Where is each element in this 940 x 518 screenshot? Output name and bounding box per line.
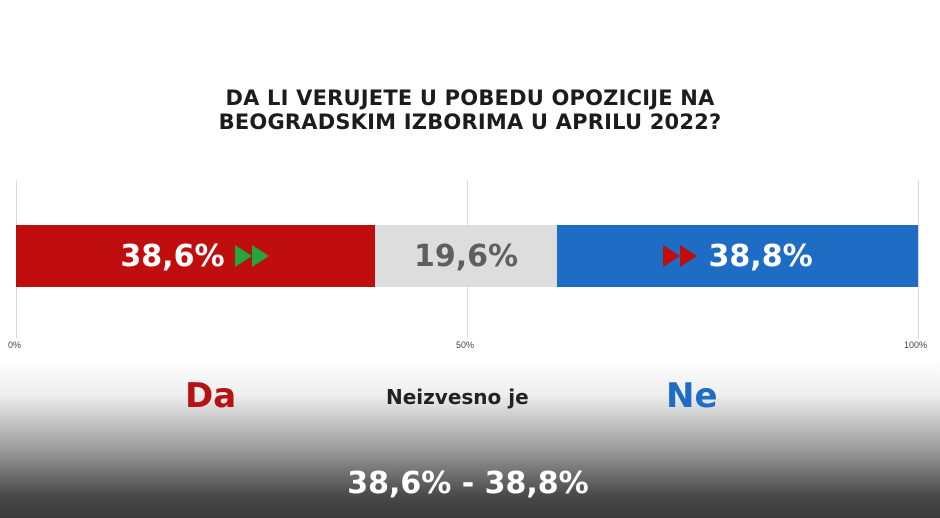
bar-label-ne: 38,8%: [708, 238, 813, 274]
fast-forward-icon: [662, 245, 699, 267]
summary-text: 38,6% - 38,8%: [347, 466, 589, 501]
bar-label-da: 38,6%: [120, 238, 225, 274]
legend-ne: Ne: [666, 376, 718, 416]
legend-neizvesno: Neizvesno je: [386, 385, 529, 409]
fast-forward-icon: [234, 245, 271, 267]
tick-label-50: 50%: [456, 340, 475, 350]
chart-title: DA LI VERUJETE U POBEDU OPOZICIJE NA BEO…: [150, 86, 790, 134]
bar-da: 38,6%: [16, 225, 375, 287]
legend-da: Da: [185, 376, 237, 416]
bar-label-neizvesno: 19,6%: [414, 238, 519, 274]
chart-title-line-1: DA LI VERUJETE U POBEDU OPOZICIJE NA: [225, 86, 715, 110]
bar-neizvesno: 19,6%: [374, 225, 558, 287]
chart-title-line-2: BEOGRADSKIM IZBORIMA U APRILU 2022?: [218, 110, 722, 134]
bar-ne: 38,8%: [557, 225, 918, 287]
gridline-100: [918, 180, 919, 338]
tick-label-0: 0%: [8, 340, 22, 350]
tick-label-100: 100%: [904, 340, 928, 350]
